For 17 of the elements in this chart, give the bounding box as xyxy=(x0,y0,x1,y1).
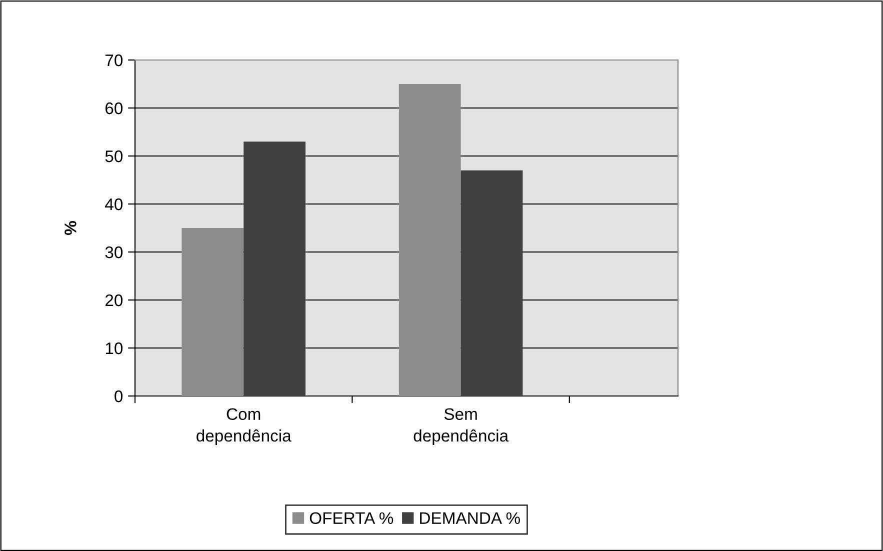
y-tick-label: 30 xyxy=(105,246,123,258)
legend-label: OFERTA % xyxy=(310,512,394,524)
legend-label: DEMANDA % xyxy=(420,512,520,524)
y-tick-label: 60 xyxy=(106,102,123,114)
bar xyxy=(182,228,244,396)
y-tick-label: 20 xyxy=(105,294,123,306)
y-tick-label: 50 xyxy=(105,150,123,162)
y-axis-title: % xyxy=(64,221,76,235)
y-tick-label: 10 xyxy=(106,342,123,354)
bar xyxy=(460,170,523,396)
y-tick-label: 70 xyxy=(106,54,123,66)
bar xyxy=(398,84,461,396)
y-tick-label: 0 xyxy=(114,390,123,402)
bar xyxy=(244,142,306,396)
x-tick-label: Sem dependência xyxy=(414,408,509,445)
y-tick-label: 40 xyxy=(105,198,123,210)
x-tick-label: Com dependência xyxy=(196,408,292,445)
